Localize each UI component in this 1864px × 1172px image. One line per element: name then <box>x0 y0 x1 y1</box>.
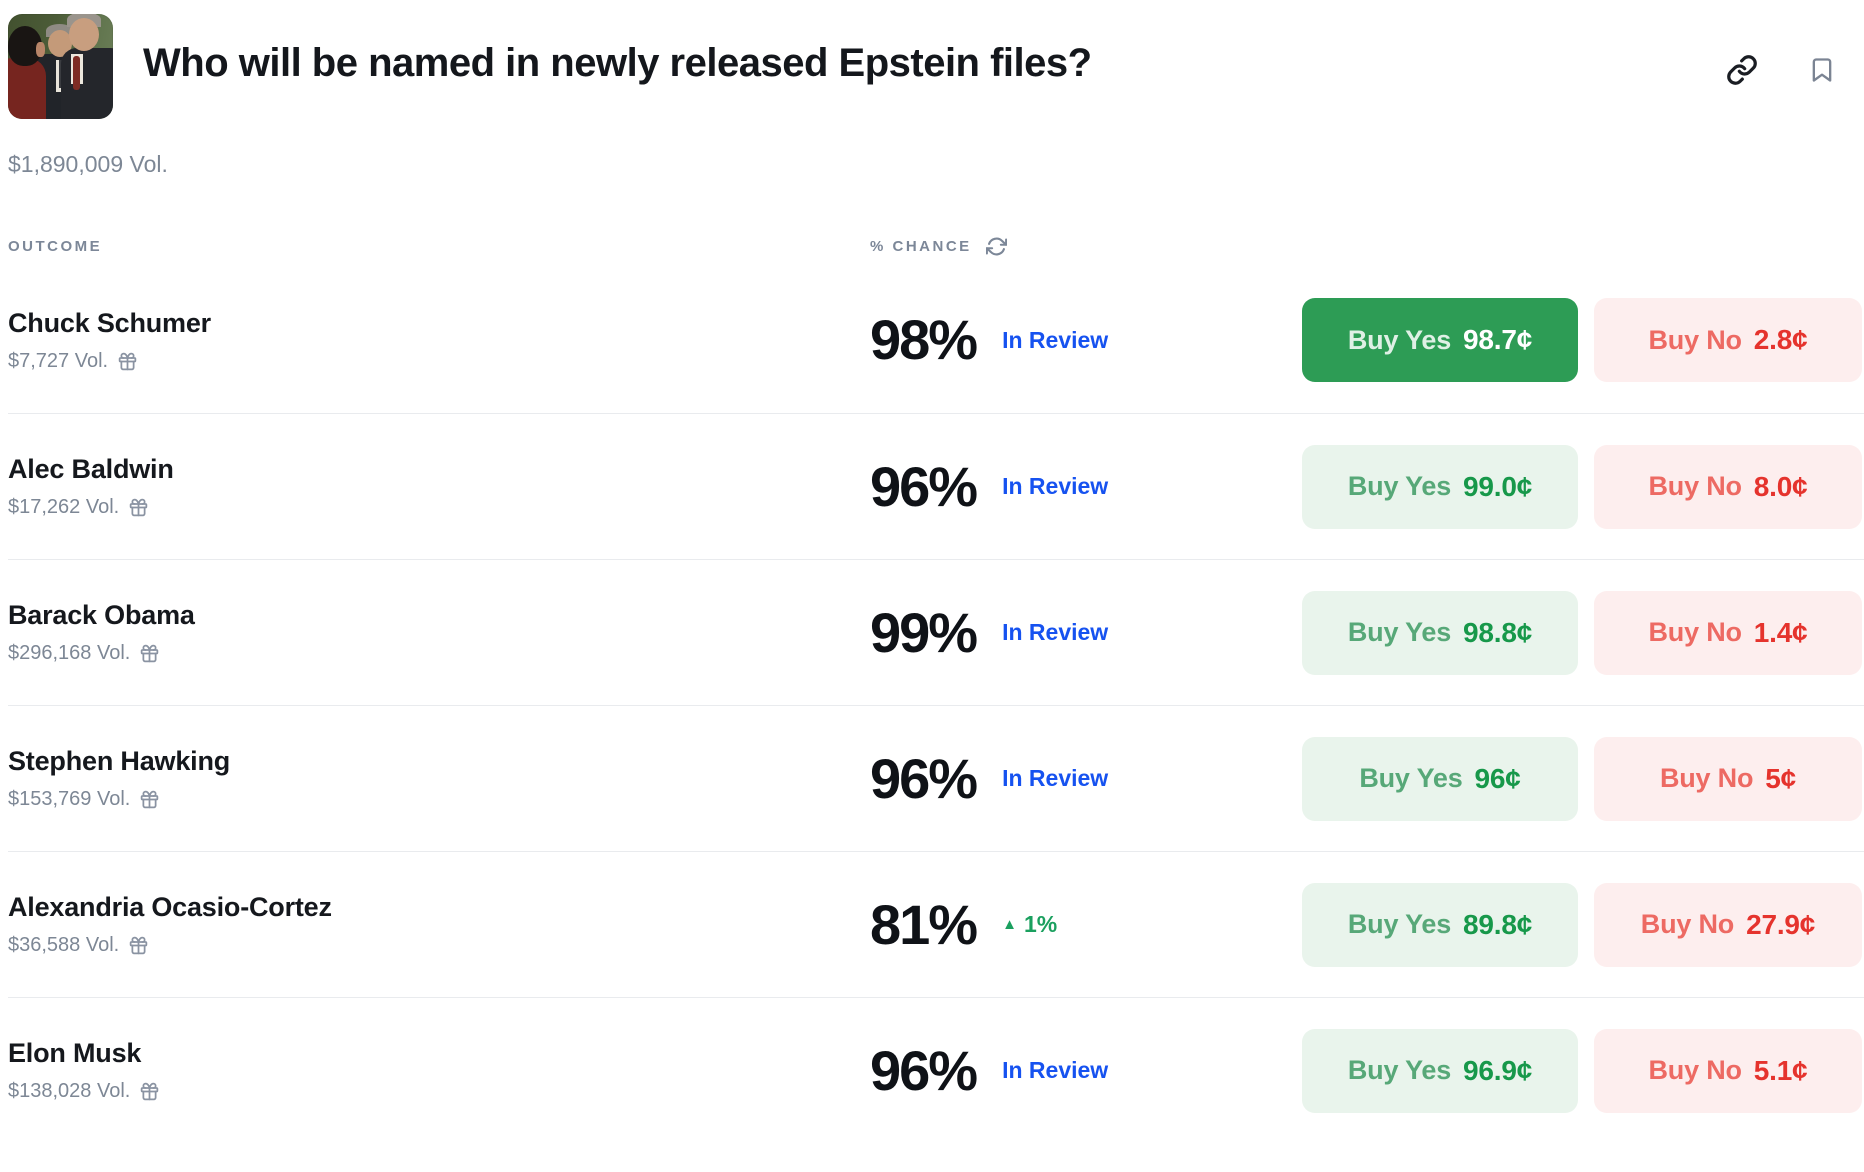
outcome-name: Barack Obama <box>8 600 195 630</box>
outcome-row: Stephen Hawking $153,769 Vol. 96% In Rev… <box>8 705 1864 851</box>
buy-yes-label: Buy Yes <box>1347 1055 1452 1085</box>
gift-icon[interactable] <box>117 351 138 372</box>
buy-no-label: Buy No <box>1659 763 1754 793</box>
in-review-link[interactable]: In Review <box>1002 473 1109 499</box>
bookmark-icon[interactable] <box>1808 54 1836 86</box>
in-review-link[interactable]: In Review <box>1002 1057 1109 1083</box>
buy-yes-price: 96¢ <box>1474 762 1521 794</box>
outcome-column-header: OUTCOME <box>8 237 103 255</box>
buy-yes-label: Buy Yes <box>1347 909 1452 939</box>
outcome-volume: $296,168 Vol. <box>8 642 131 664</box>
in-review-link[interactable]: In Review <box>1002 326 1109 353</box>
up-triangle-icon: ▲ <box>1002 916 1017 933</box>
buy-yes-price: 99.0¢ <box>1463 470 1533 502</box>
outcome-list: Chuck Schumer $7,727 Vol. 98% In Review … <box>8 267 1864 1143</box>
buy-yes-price: 96.9¢ <box>1463 1054 1533 1086</box>
chance-value: 81% <box>870 892 978 956</box>
chance-column-header: % CHANCE <box>870 238 972 255</box>
buy-no-label: Buy No <box>1640 909 1735 939</box>
gift-icon[interactable] <box>139 1081 160 1102</box>
outcome-name: Alec Baldwin <box>8 454 174 484</box>
buy-no-button[interactable]: Buy No 1.4¢ <box>1594 590 1862 675</box>
buy-no-button[interactable]: Buy No 5¢ <box>1594 736 1862 821</box>
buy-no-button[interactable]: Buy No 5.1¢ <box>1594 1028 1862 1113</box>
buy-yes-button[interactable]: Buy Yes 99.0¢ <box>1302 444 1578 529</box>
chance-value: 98% <box>870 308 978 371</box>
buy-yes-label: Buy Yes <box>1347 471 1452 501</box>
gift-icon[interactable] <box>139 643 160 664</box>
buy-yes-button[interactable]: Buy Yes 96.9¢ <box>1302 1028 1578 1113</box>
price-change-value: 1% <box>1023 911 1058 937</box>
buy-yes-price: 89.8¢ <box>1463 908 1533 940</box>
buy-no-price: 5¢ <box>1765 762 1797 794</box>
outcome-row: Barack Obama $296,168 Vol. 99% In Review… <box>8 559 1864 705</box>
buy-yes-label: Buy Yes <box>1347 324 1452 355</box>
outcome-volume: $138,028 Vol. <box>8 1080 131 1102</box>
buy-no-price: 27.9¢ <box>1746 908 1816 940</box>
buy-no-label: Buy No <box>1648 324 1742 355</box>
outcome-volume: $36,588 Vol. <box>8 934 120 956</box>
chance-value: 96% <box>870 746 978 810</box>
copy-link-icon[interactable] <box>1726 54 1758 86</box>
gift-icon[interactable] <box>128 935 149 956</box>
outcome-volume: $7,727 Vol. <box>8 349 109 372</box>
buy-no-price: 8.0¢ <box>1753 470 1808 502</box>
gift-icon[interactable] <box>128 497 149 518</box>
outcome-name: Chuck Schumer <box>8 307 211 338</box>
buy-no-button[interactable]: Buy No 27.9¢ <box>1594 882 1862 967</box>
buy-yes-label: Buy Yes <box>1347 617 1452 647</box>
outcome-volume: $17,262 Vol. <box>8 496 120 518</box>
buy-no-label: Buy No <box>1648 471 1742 501</box>
gift-icon[interactable] <box>139 789 160 810</box>
buy-no-price: 2.8¢ <box>1753 324 1808 355</box>
buy-no-label: Buy No <box>1648 617 1742 647</box>
outcome-row: Chuck Schumer $7,727 Vol. 98% In Review … <box>8 267 1864 413</box>
outcome-name: Alexandria Ocasio-Cortez <box>8 892 332 922</box>
market-thumbnail <box>8 14 113 119</box>
refresh-icon[interactable] <box>986 236 1007 257</box>
market-volume: $1,890,009 Vol. <box>8 151 168 177</box>
page-title: Who will be named in newly released Epst… <box>143 41 1092 85</box>
outcome-volume: $153,769 Vol. <box>8 788 131 810</box>
buy-no-price: 1.4¢ <box>1753 616 1808 648</box>
outcome-row: Elon Musk $138,028 Vol. 96% In Review Bu… <box>8 997 1864 1143</box>
buy-yes-button[interactable]: Buy Yes 98.7¢ <box>1302 298 1578 382</box>
price-change-indicator: ▲ 1% <box>1002 911 1057 938</box>
chance-value: 96% <box>870 454 978 518</box>
buy-yes-button[interactable]: Buy Yes 96¢ <box>1302 736 1578 821</box>
buy-yes-price: 98.8¢ <box>1463 616 1533 648</box>
buy-no-button[interactable]: Buy No 8.0¢ <box>1594 444 1862 529</box>
market-header: Who will be named in newly released Epst… <box>8 14 1864 119</box>
in-review-link[interactable]: In Review <box>1002 619 1109 645</box>
outcome-name: Stephen Hawking <box>8 746 231 776</box>
buy-yes-price: 98.7¢ <box>1463 324 1533 355</box>
outcome-row: Alexandria Ocasio-Cortez $36,588 Vol. 81… <box>8 851 1864 997</box>
buy-no-price: 5.1¢ <box>1753 1054 1808 1086</box>
buy-yes-button[interactable]: Buy Yes 89.8¢ <box>1302 882 1578 967</box>
buy-no-label: Buy No <box>1648 1055 1742 1085</box>
outcome-row: Alec Baldwin $17,262 Vol. 96% In Review … <box>8 413 1864 559</box>
buy-yes-button[interactable]: Buy Yes 98.8¢ <box>1302 590 1578 675</box>
table-header: OUTCOME % CHANCE <box>8 236 1864 257</box>
chance-value: 96% <box>870 1038 978 1102</box>
buy-yes-label: Buy Yes <box>1359 763 1463 793</box>
market-page: Who will be named in newly released Epst… <box>8 14 1864 1143</box>
in-review-link[interactable]: In Review <box>1002 765 1109 791</box>
buy-no-button[interactable]: Buy No 2.8¢ <box>1594 298 1862 382</box>
chance-value: 99% <box>870 600 978 664</box>
outcome-name: Elon Musk <box>8 1038 142 1068</box>
